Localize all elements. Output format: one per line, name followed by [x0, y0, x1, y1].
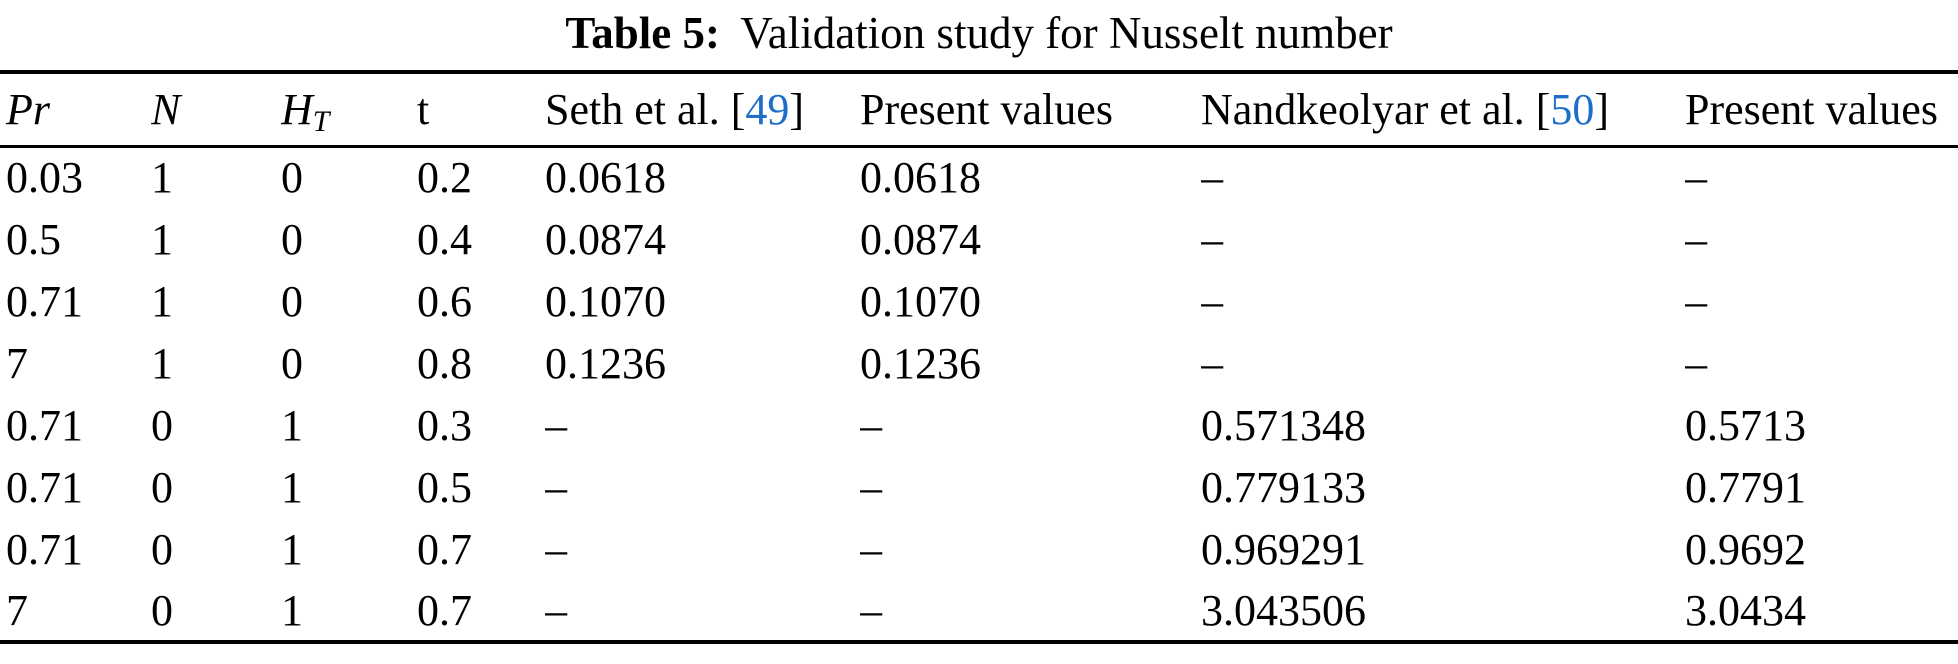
cell-n: 0 — [151, 400, 173, 450]
cell-pr: 0.71 — [6, 400, 83, 450]
cell-pr: 0.71 — [6, 524, 83, 574]
cell-t: 0.4 — [417, 214, 472, 264]
cell-seth: 0.0618 — [545, 153, 666, 203]
cell-ht: 0 — [281, 338, 303, 388]
column-header-n: N — [151, 72, 281, 148]
column-label: Seth et al. — [545, 84, 720, 134]
cell-nandkeolyar: – — [1201, 214, 1223, 264]
cell-present2: – — [1685, 338, 1707, 388]
citation-link-49[interactable]: 49 — [745, 84, 790, 134]
cell-present1: – — [860, 400, 882, 450]
cell-pr: 0.71 — [6, 462, 83, 512]
cell-nandkeolyar: – — [1201, 153, 1223, 203]
column-label: Present values — [1685, 84, 1938, 134]
column-header-present2: Present values — [1685, 72, 1958, 148]
cell-ht: 1 — [281, 462, 303, 512]
cell-present1: 0.1236 — [860, 338, 981, 388]
table-row: 0.71 0 1 0.7 – – 0.969291 0.9692 — [0, 518, 1958, 580]
table-row: 0.71 0 1 0.3 – – 0.571348 0.5713 — [0, 394, 1958, 456]
table-row: 0.5 1 0 0.4 0.0874 0.0874 – – — [0, 208, 1958, 270]
cell-nandkeolyar: 0.969291 — [1201, 524, 1366, 574]
table-row: 7 1 0 0.8 0.1236 0.1236 – – — [0, 332, 1958, 394]
cell-t: 0.2 — [417, 153, 472, 203]
cell-seth: – — [545, 585, 567, 635]
cell-seth: – — [545, 524, 567, 574]
column-label: N — [151, 84, 181, 134]
cell-seth: – — [545, 400, 567, 450]
cell-present2: 0.7791 — [1685, 462, 1806, 512]
cell-seth: 0.0874 — [545, 214, 666, 264]
table-caption: Table 5: Validation study for Nusselt num… — [0, 6, 1958, 62]
table-row: 0.71 1 0 0.6 0.1070 0.1070 – – — [0, 270, 1958, 332]
cell-present1: 0.0874 — [860, 214, 981, 264]
cell-nandkeolyar: – — [1201, 338, 1223, 388]
cell-n: 0 — [151, 585, 173, 635]
validation-table: Pr N HT t Seth et al. [49] Present values Nand… — [0, 70, 1958, 644]
cell-pr: 0.03 — [6, 153, 83, 203]
cell-present2: 0.9692 — [1685, 524, 1806, 574]
column-header-present1: Present values — [860, 72, 1201, 148]
cell-ht: 0 — [281, 276, 303, 326]
table-row: 0.71 0 1 0.5 – – 0.779133 0.7791 — [0, 456, 1958, 518]
cell-n: 0 — [151, 524, 173, 574]
cell-present2: – — [1685, 153, 1707, 203]
cell-n: 1 — [151, 276, 173, 326]
cell-ht: 1 — [281, 524, 303, 574]
column-label: Pr — [6, 84, 50, 134]
cell-present2: 0.5713 — [1685, 400, 1806, 450]
cell-pr: 0.5 — [6, 214, 61, 264]
column-label: H — [281, 84, 313, 134]
cell-present2: – — [1685, 214, 1707, 264]
cell-n: 1 — [151, 214, 173, 264]
column-label: Present values — [860, 84, 1113, 134]
cell-nandkeolyar: 0.571348 — [1201, 400, 1366, 450]
cell-nandkeolyar: 3.043506 — [1201, 585, 1366, 635]
cell-present1: 0.0618 — [860, 153, 981, 203]
cell-t: 0.8 — [417, 338, 472, 388]
column-header-pr: Pr — [0, 72, 151, 148]
cell-present2: 3.0434 — [1685, 585, 1806, 635]
cell-ht: 1 — [281, 585, 303, 635]
cell-present1: – — [860, 585, 882, 635]
column-header-seth: Seth et al. [49] — [545, 72, 860, 148]
column-header-t: t — [417, 72, 545, 148]
cell-n: 0 — [151, 462, 173, 512]
cell-seth: 0.1070 — [545, 276, 666, 326]
table-row: 0.03 1 0 0.2 0.0618 0.0618 – – — [0, 146, 1958, 208]
table-row: 7 0 1 0.7 – – 3.043506 3.0434 — [0, 580, 1958, 642]
column-label: Nandkeolyar et al. — [1201, 84, 1525, 134]
cell-ht: 1 — [281, 400, 303, 450]
cell-t: 0.3 — [417, 400, 472, 450]
table-caption-text: Validation study for Nusselt number — [740, 8, 1393, 58]
table-header-row: Pr N HT t Seth et al. [49] Present values Nand… — [0, 72, 1958, 148]
column-header-ht: HT — [281, 72, 417, 148]
cell-present1: – — [860, 524, 882, 574]
cell-nandkeolyar: 0.779133 — [1201, 462, 1366, 512]
cell-pr: 0.71 — [6, 276, 83, 326]
cell-t: 0.7 — [417, 585, 472, 635]
column-label: t — [417, 84, 430, 134]
cell-present1: – — [860, 462, 882, 512]
cell-present1: 0.1070 — [860, 276, 981, 326]
cell-t: 0.5 — [417, 462, 472, 512]
cell-seth: – — [545, 462, 567, 512]
citation-link-50[interactable]: 50 — [1550, 84, 1595, 134]
cell-seth: 0.1236 — [545, 338, 666, 388]
cell-n: 1 — [151, 338, 173, 388]
cell-ht: 0 — [281, 153, 303, 203]
cell-t: 0.6 — [417, 276, 472, 326]
cell-present2: – — [1685, 276, 1707, 326]
column-header-nandkeolyar: Nandkeolyar et al. [50] — [1201, 72, 1685, 148]
cell-pr: 7 — [6, 338, 28, 388]
cell-n: 1 — [151, 153, 173, 203]
table-caption-label: Table 5: — [565, 8, 720, 58]
cell-pr: 7 — [6, 585, 28, 635]
cell-ht: 0 — [281, 214, 303, 264]
cell-nandkeolyar: – — [1201, 276, 1223, 326]
column-label-subscript: T — [312, 105, 330, 139]
cell-t: 0.7 — [417, 524, 472, 574]
